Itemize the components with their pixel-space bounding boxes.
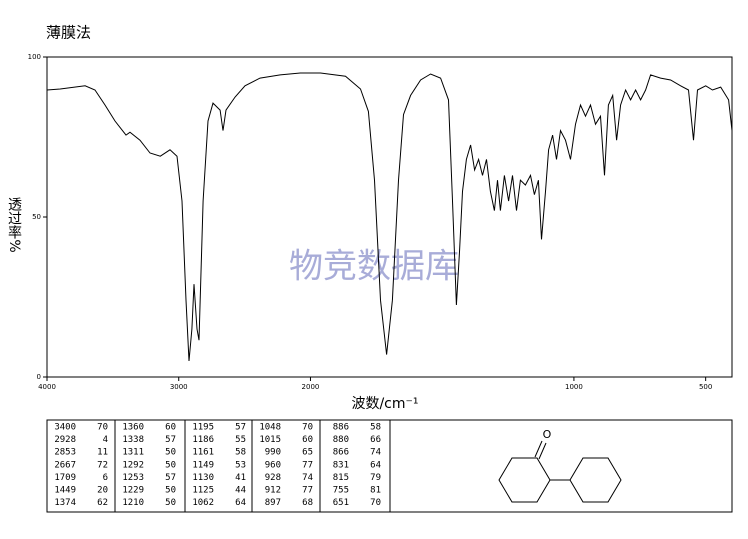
- molecule: [498, 440, 622, 503]
- peak-wavenumber: 1338: [122, 435, 144, 445]
- peak-wavenumber: 2667: [54, 460, 76, 470]
- watermark: 物竞数据库: [289, 247, 459, 287]
- peak-transmittance: 65: [302, 448, 313, 458]
- peak-wavenumber: 1186: [192, 435, 214, 445]
- peak-transmittance: 44: [235, 486, 246, 496]
- peak-transmittance: 58: [235, 448, 246, 458]
- y-tick-label: 0: [37, 373, 41, 381]
- peak-transmittance: 64: [235, 498, 246, 508]
- peak-wavenumber: 1374: [54, 498, 76, 508]
- x-tick-label: 4000: [38, 383, 56, 391]
- peak-wavenumber: 831: [333, 460, 349, 470]
- x-tick-label: 3000: [170, 383, 188, 391]
- peak-wavenumber: 1449: [54, 486, 76, 496]
- peak-wavenumber: 1709: [54, 473, 76, 483]
- peak-transmittance: 72: [97, 460, 108, 470]
- peak-wavenumber: 2928: [54, 435, 76, 445]
- peak-wavenumber: 1292: [122, 460, 144, 470]
- peak-transmittance: 20: [97, 486, 108, 496]
- peak-wavenumber: 960: [265, 460, 281, 470]
- peak-wavenumber: 755: [333, 486, 349, 496]
- atom-label: O: [543, 428, 552, 441]
- peak-wavenumber: 1311: [122, 448, 144, 458]
- peak-wavenumber: 815: [333, 473, 349, 483]
- peak-transmittance: 57: [165, 435, 176, 445]
- peak-wavenumber: 1195: [192, 423, 214, 433]
- x-tick-label: 500: [699, 383, 712, 391]
- peak-transmittance: 57: [235, 423, 246, 433]
- peak-transmittance: 68: [302, 498, 313, 508]
- peak-transmittance: 6: [103, 473, 108, 483]
- peak-transmittance: 79: [370, 473, 381, 483]
- peak-wavenumber: 1149: [192, 460, 214, 470]
- peak-transmittance: 60: [302, 435, 313, 445]
- peak-wavenumber: 1125: [192, 486, 214, 496]
- peak-transmittance: 50: [165, 460, 176, 470]
- peak-transmittance: 70: [370, 498, 381, 508]
- peak-transmittance: 66: [370, 435, 381, 445]
- peak-transmittance: 50: [165, 448, 176, 458]
- peak-wavenumber: 1015: [259, 435, 281, 445]
- x-tick-label: 1000: [565, 383, 583, 391]
- chart-title: 薄膜法: [46, 24, 91, 42]
- peak-wavenumber: 1360: [122, 423, 144, 433]
- peak-transmittance: 77: [302, 460, 313, 470]
- spectrum-line: [46, 72, 733, 362]
- peak-transmittance: 58: [370, 423, 381, 433]
- peak-wavenumber: 1161: [192, 448, 214, 458]
- peak-wavenumber: 1062: [192, 498, 214, 508]
- peak-wavenumber: 1229: [122, 486, 144, 496]
- peak-transmittance: 53: [235, 460, 246, 470]
- peak-wavenumber: 866: [333, 448, 349, 458]
- y-tick-label: 100: [28, 53, 41, 61]
- peak-wavenumber: 1048: [259, 423, 281, 433]
- x-axis-label: 波数/cm⁻¹: [351, 396, 418, 412]
- peak-transmittance: 77: [302, 486, 313, 496]
- peak-transmittance: 70: [302, 423, 313, 433]
- peak-transmittance: 50: [165, 498, 176, 508]
- peak-transmittance: 57: [165, 473, 176, 483]
- peak-wavenumber: 3400: [54, 423, 76, 433]
- peak-transmittance: 74: [370, 448, 381, 458]
- peak-wavenumber: 990: [265, 448, 281, 458]
- peak-transmittance: 64: [370, 460, 381, 470]
- peak-wavenumber: 1130: [192, 473, 214, 483]
- peak-transmittance: 62: [97, 498, 108, 508]
- peak-wavenumber: 2853: [54, 448, 76, 458]
- peak-wavenumber: 880: [333, 435, 349, 445]
- peak-transmittance: 81: [370, 486, 381, 496]
- peak-transmittance: 4: [103, 435, 108, 445]
- y-axis-label: 透过率%: [6, 197, 22, 252]
- peak-transmittance: 55: [235, 435, 246, 445]
- peak-wavenumber: 1210: [122, 498, 144, 508]
- peak-transmittance: 50: [165, 486, 176, 496]
- peak-wavenumber: 651: [333, 498, 349, 508]
- peak-transmittance: 11: [97, 448, 108, 458]
- peak-transmittance: 41: [235, 473, 246, 483]
- peak-transmittance: 70: [97, 423, 108, 433]
- peak-wavenumber: 928: [265, 473, 281, 483]
- x-tick-label: 2000: [302, 383, 320, 391]
- peak-wavenumber: 1253: [122, 473, 144, 483]
- y-tick-label: 50: [32, 213, 41, 221]
- peak-wavenumber: 897: [265, 498, 281, 508]
- peak-transmittance: 60: [165, 423, 176, 433]
- peak-wavenumber: 886: [333, 423, 349, 433]
- peak-wavenumber: 912: [265, 486, 281, 496]
- peak-transmittance: 74: [302, 473, 313, 483]
